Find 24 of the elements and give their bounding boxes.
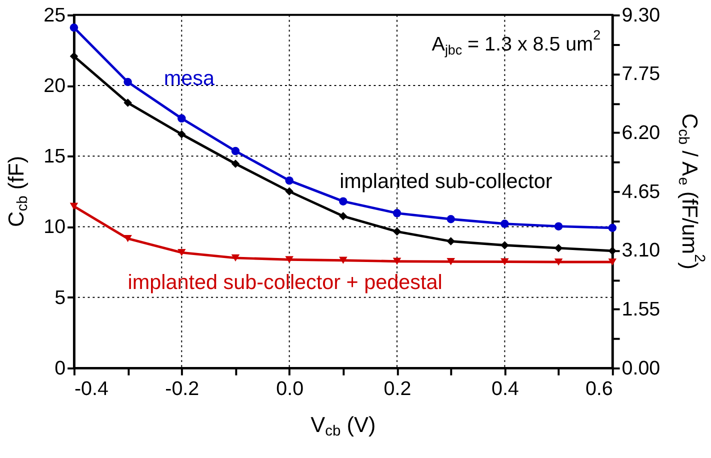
x-tick-label: 0.6 <box>585 378 613 400</box>
x-tick-label: 0.0 <box>276 378 304 400</box>
x-tick-label: 0.2 <box>384 378 412 400</box>
series-label: implanted sub-collector <box>340 170 552 194</box>
y2-tick-label: 1.55 <box>622 298 660 321</box>
y2-tick-label: 4.65 <box>622 180 660 203</box>
x-tick-label: -0.4 <box>74 378 108 400</box>
series-label: mesa <box>164 66 215 90</box>
y-tick-label: 10 <box>44 216 66 238</box>
x-tick-label: 0.4 <box>491 378 519 400</box>
y2-tick-label: 0.00 <box>622 357 660 380</box>
y-tick-label: 0 <box>54 357 66 380</box>
y-tick-label: 20 <box>44 74 66 97</box>
x-tick-label: -0.2 <box>165 378 200 400</box>
y-tick-label: 5 <box>54 286 66 309</box>
y2-tick-label: 6.20 <box>622 122 660 144</box>
y-tick-label: 15 <box>44 146 66 168</box>
y2-tick-label: 3.10 <box>622 240 660 262</box>
series-label: implanted sub-collector + pedestal <box>128 270 442 294</box>
y-axis-title: Ccb (fF) <box>4 156 32 227</box>
y2-tick-label: 9.30 <box>622 4 660 26</box>
y-tick-label: 25 <box>44 4 66 26</box>
y2-tick-label: 7.75 <box>622 63 660 86</box>
y2-axis-title: Ccb / Ae (fF/um2) <box>674 113 708 270</box>
